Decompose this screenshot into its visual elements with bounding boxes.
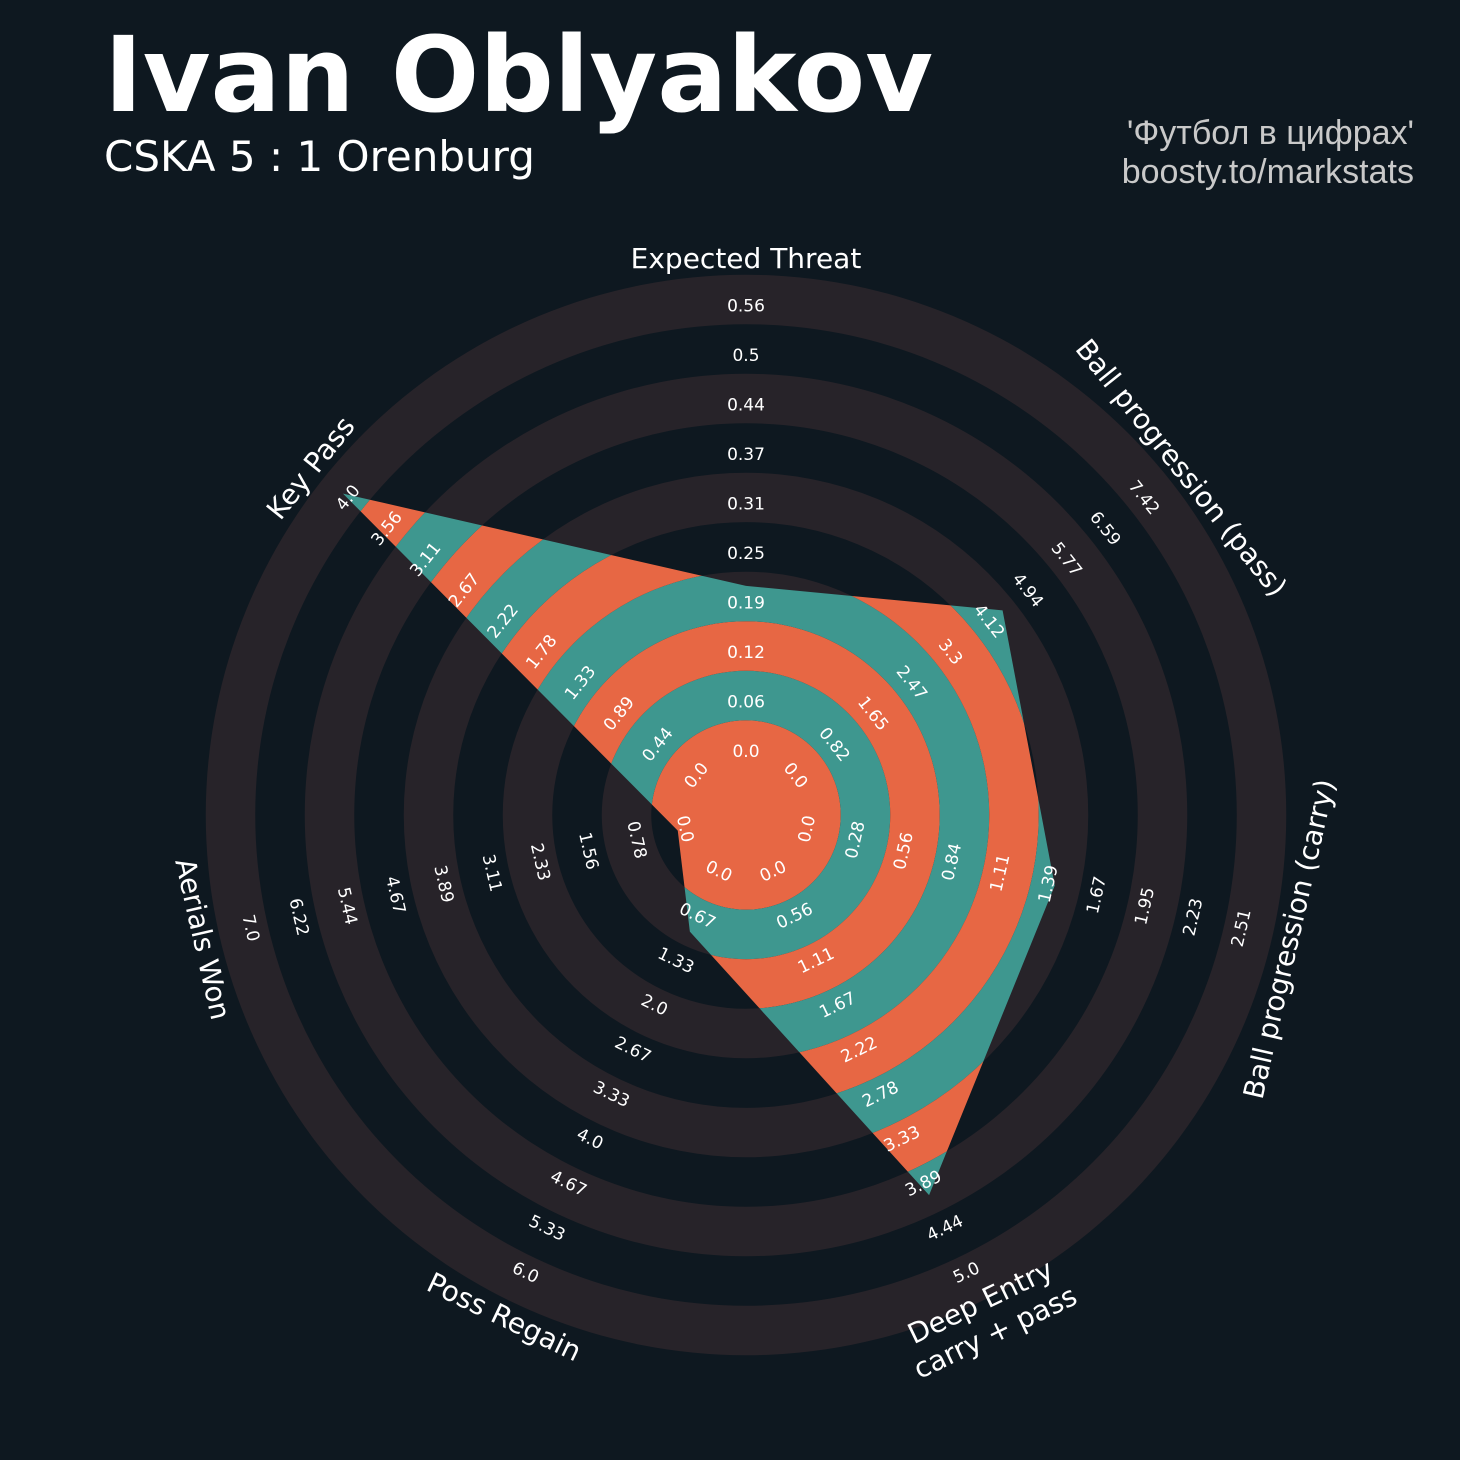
tick-label: 4.0 [573, 1124, 606, 1154]
credit-line-1: 'Футбол в цифрах' [1126, 114, 1414, 152]
tick-label: 0.37 [727, 445, 765, 465]
tick-label: 1.67 [1083, 874, 1111, 915]
tick-label: 0.5 [732, 346, 759, 366]
tick-label: 0.06 [727, 693, 765, 713]
param-label: Expected Threat [631, 242, 862, 275]
tick-label: 0.44 [727, 396, 765, 416]
tick-label: 3.11 [478, 852, 506, 893]
credit-line-2: boosty.to/markstats [1121, 153, 1414, 191]
tick-label: 0.25 [727, 544, 765, 564]
tick-label: 6.22 [285, 896, 313, 937]
tick-label: 4.44 [924, 1211, 967, 1245]
tick-label: 1.56 [574, 830, 602, 871]
tick-label: 2.23 [1180, 896, 1208, 937]
tick-label: 0.0 [732, 742, 759, 762]
param-label-line: Expected Threat [631, 242, 862, 275]
tick-label: 2.67 [611, 1033, 654, 1067]
tick-label: 1.33 [654, 944, 697, 978]
tick-label: 0.31 [727, 495, 765, 515]
fill-core [651, 720, 841, 910]
tick-label: 0.56 [727, 297, 765, 317]
tick-label: 4.67 [381, 874, 409, 915]
player-name-title: Ivan Oblyakov [104, 14, 934, 136]
match-subtitle: CSKA 5 : 1 Orenburg [104, 132, 535, 181]
tick-label: 5.33 [525, 1211, 568, 1245]
tick-label: 0.19 [727, 594, 765, 614]
tick-label: 0.12 [727, 643, 765, 663]
